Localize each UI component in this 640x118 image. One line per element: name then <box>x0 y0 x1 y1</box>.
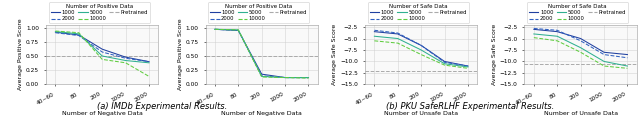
Legend: 1000, 2000, 5000, 10000, Pretrained: 1000, 2000, 5000, 10000, Pretrained <box>367 2 469 23</box>
X-axis label: Number of Unsafe Data: Number of Unsafe Data <box>543 111 618 116</box>
X-axis label: Number of Negative Data: Number of Negative Data <box>62 111 143 116</box>
Y-axis label: Average Positive Score: Average Positive Score <box>18 19 23 90</box>
Legend: 1000, 2000, 5000, 10000, Pretrained: 1000, 2000, 5000, 10000, Pretrained <box>208 2 309 23</box>
Y-axis label: Average Safe Score: Average Safe Score <box>332 24 337 85</box>
Y-axis label: Average Safe Score: Average Safe Score <box>492 24 497 85</box>
X-axis label: Number of Unsafe Data: Number of Unsafe Data <box>384 111 458 116</box>
Text: (a) IMDb Experimental Results.: (a) IMDb Experimental Results. <box>97 102 227 111</box>
X-axis label: Number of Negative Data: Number of Negative Data <box>221 111 302 116</box>
Y-axis label: Average Positive Score: Average Positive Score <box>178 19 182 90</box>
Legend: 1000, 2000, 5000, 10000, Pretrained: 1000, 2000, 5000, 10000, Pretrained <box>49 2 150 23</box>
Text: (b) PKU SafeRLHF Experimental Results.: (b) PKU SafeRLHF Experimental Results. <box>387 102 554 111</box>
Legend: 1000, 2000, 5000, 10000, Pretrained: 1000, 2000, 5000, 10000, Pretrained <box>527 2 628 23</box>
